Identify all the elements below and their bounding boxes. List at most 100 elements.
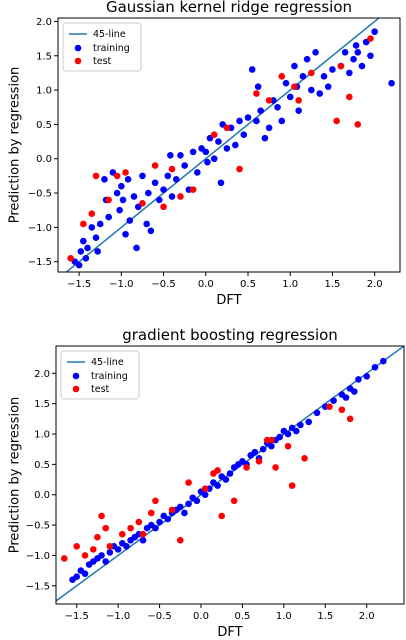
data-point-test (201, 485, 209, 492)
data-point-test (98, 512, 105, 520)
data-point-training (164, 515, 172, 523)
data-point-training (126, 217, 134, 224)
data-point-test (81, 552, 89, 559)
data-point-training (358, 62, 366, 70)
line-45 (65, 18, 381, 272)
x-tick-label: 1.5 (317, 611, 333, 622)
data-point-training (94, 248, 101, 255)
data-point-training (274, 103, 281, 111)
data-point-training (363, 373, 371, 380)
legend-box (60, 350, 140, 400)
data-point-test (230, 497, 238, 505)
y-tick-label: 1.5 (34, 399, 50, 410)
data-point-training (96, 220, 104, 228)
legend-label-training: training (91, 371, 128, 382)
data-point-training (147, 227, 155, 235)
data-point-training (222, 476, 230, 483)
data-point-training (164, 172, 172, 180)
data-point-test (272, 464, 279, 471)
y-tick-label: 1.5 (36, 51, 52, 62)
data-point-training (320, 73, 328, 80)
data-point-training (371, 28, 378, 36)
data-point-training (202, 148, 210, 156)
data-point-test (291, 83, 298, 90)
data-point-training (248, 66, 256, 73)
x-tick-label: 2.0 (359, 611, 375, 622)
data-point-training (295, 107, 302, 114)
data-point-training (350, 388, 358, 395)
data-point-training (282, 79, 290, 87)
chart-title: gradient boosting regression (122, 326, 338, 344)
x-axis-label: DFT (217, 625, 242, 640)
data-point-training (292, 427, 300, 435)
data-point-test (354, 121, 362, 128)
x-tick-label: −0.5 (147, 611, 171, 622)
x-tick-label: 1.0 (282, 279, 298, 290)
data-point-training (240, 131, 248, 139)
data-point-training (160, 186, 167, 193)
data-point-training (176, 503, 184, 511)
data-point-test (102, 524, 110, 532)
data-point-test (92, 172, 100, 180)
chart-title: Gaussian kernel ridge regression (106, 0, 352, 16)
data-point-training (379, 357, 387, 365)
data-point-training (324, 83, 332, 90)
data-point-test (67, 254, 74, 262)
legend-marker-training (72, 372, 80, 380)
data-point-training (305, 418, 313, 426)
data-point-test (106, 543, 114, 550)
y-tick-label: 1.0 (34, 430, 50, 441)
data-point-training (286, 93, 294, 101)
data-point-training (214, 482, 221, 489)
y-tick-label: 0.0 (34, 490, 50, 501)
data-point-test (243, 464, 250, 471)
data-point-test (189, 186, 197, 193)
x-tick-label: 0.5 (240, 279, 256, 290)
data-point-test (127, 524, 134, 532)
data-point-training (116, 206, 123, 214)
data-point-training (268, 442, 275, 450)
data-point-training (114, 546, 122, 553)
data-point-training (92, 234, 100, 241)
x-tick-label: −1.0 (106, 611, 130, 622)
data-point-training (236, 117, 243, 125)
data-point-training (341, 49, 349, 56)
data-point-training (313, 409, 321, 417)
data-point-training (81, 570, 89, 577)
data-point-test (308, 69, 315, 77)
data-point-test (176, 536, 184, 544)
data-point-training (223, 145, 231, 152)
data-point-test (268, 436, 275, 444)
data-point-test (278, 73, 286, 80)
data-point-training (284, 430, 292, 438)
data-point-test (333, 117, 340, 125)
y-tick-label: 0.0 (36, 154, 52, 165)
data-point-test (105, 196, 112, 204)
legend-label-45-line: 45-line (91, 357, 124, 368)
data-point-test (168, 506, 176, 514)
y-tick-label: 2.0 (36, 17, 52, 28)
data-point-training (88, 224, 96, 231)
data-point-training (303, 55, 311, 63)
data-point-training (77, 248, 85, 255)
x-tick-label: 2.0 (367, 279, 383, 290)
data-point-test (135, 518, 143, 526)
data-point-training (253, 117, 260, 125)
data-point-test (301, 455, 308, 462)
y-tick-label: 2.0 (34, 369, 50, 380)
data-point-test (139, 200, 146, 207)
data-point-training (119, 196, 127, 204)
data-point-training (342, 394, 350, 401)
data-point-training (350, 55, 357, 63)
data-point-training (113, 189, 121, 197)
data-point-test (338, 406, 346, 414)
data-point-training (308, 86, 315, 94)
data-point-test (80, 220, 87, 228)
data-point-training (156, 196, 163, 204)
legend-marker-test (74, 57, 82, 65)
data-point-training (265, 124, 273, 132)
data-point-test (88, 210, 96, 217)
data-point-training (101, 176, 108, 183)
data-point-training (330, 397, 337, 404)
data-point-training (82, 254, 90, 262)
